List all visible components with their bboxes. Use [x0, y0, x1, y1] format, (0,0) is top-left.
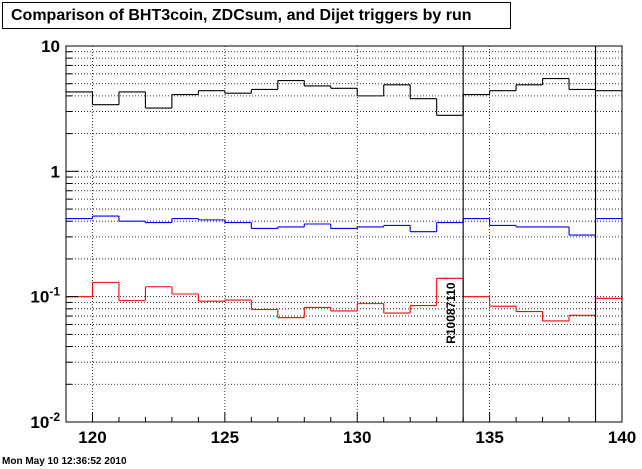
series-1	[66, 215, 622, 236]
tick-labels: 120 125 130 135 140 10-2 10-1 1 10	[30, 37, 636, 447]
y-tick-label: 10-2	[30, 410, 60, 432]
marker-layer: R10087110	[444, 46, 597, 422]
x-tick-label: 130	[343, 428, 371, 447]
series-layer	[66, 77, 622, 322]
axis-ticks	[65, 51, 623, 423]
y-tick-label: 1	[51, 162, 60, 181]
grid	[66, 46, 622, 422]
x-tick-label: 125	[211, 428, 239, 447]
run-marker-label: R10087110	[444, 282, 458, 344]
x-tick-label: 135	[475, 428, 503, 447]
series-2	[66, 277, 622, 322]
y-tick-label: 10	[41, 37, 60, 56]
series-0	[66, 77, 622, 116]
x-tick-label: 120	[78, 428, 106, 447]
plot-frame	[65, 45, 623, 423]
x-tick-label: 140	[608, 428, 636, 447]
timestamp: Mon May 10 12:36:52 2010	[2, 456, 127, 467]
chart-title: Comparison of BHT3coin, ZDCsum, and Dije…	[2, 2, 511, 29]
y-tick-label: 10-1	[30, 285, 60, 307]
